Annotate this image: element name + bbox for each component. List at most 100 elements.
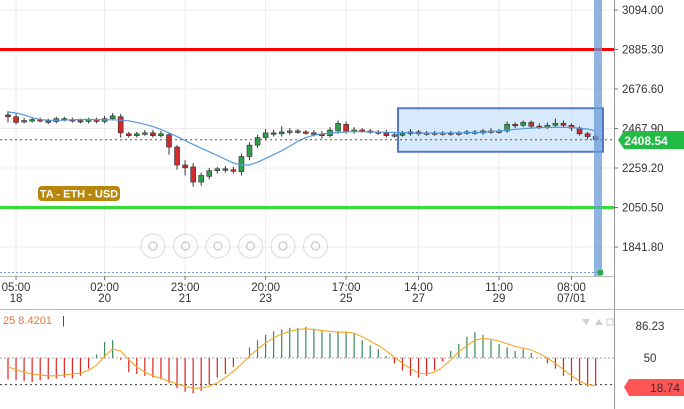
time-tick-label: 11:00 bbox=[485, 282, 513, 294]
candle-body bbox=[246, 144, 253, 157]
toolbar-glyph[interactable] bbox=[180, 241, 191, 251]
maximize-pane-icon[interactable] bbox=[606, 318, 614, 326]
oscillator-pane-controls[interactable] bbox=[582, 318, 614, 326]
candle-body bbox=[109, 115, 116, 119]
oscillator-plot-area[interactable] bbox=[0, 310, 614, 409]
time-tick-label: 17:00 bbox=[332, 282, 361, 294]
candle-body bbox=[125, 133, 132, 136]
candle-body bbox=[13, 116, 19, 123]
oscillator-signal-line bbox=[7, 328, 596, 389]
candle-body bbox=[584, 133, 591, 137]
oscillator-header-cursor: | bbox=[62, 315, 65, 327]
candle bbox=[335, 120, 341, 134]
toolbar-glyph[interactable] bbox=[245, 241, 256, 251]
oscillator-grid bbox=[0, 357, 614, 386]
collapse-pane-icon[interactable] bbox=[582, 319, 590, 325]
candle-body bbox=[158, 133, 164, 136]
candle-body bbox=[399, 133, 406, 136]
toolbar-glyph[interactable] bbox=[148, 241, 158, 251]
toolbar-button-circle[interactable] bbox=[140, 233, 166, 259]
candle bbox=[206, 167, 213, 180]
toolbar-glyph[interactable] bbox=[213, 241, 223, 251]
time-tick-label: 08:00 bbox=[557, 282, 586, 294]
restore-pane-icon[interactable] bbox=[595, 319, 603, 325]
candle bbox=[520, 120, 527, 128]
candle-body bbox=[560, 123, 567, 126]
time-tick-label: 14:00 bbox=[404, 282, 433, 294]
candle-body bbox=[504, 124, 510, 132]
zoom-out-icon[interactable] bbox=[140, 233, 166, 259]
candle-body bbox=[5, 114, 11, 118]
candle-body bbox=[294, 130, 301, 133]
price-channel bbox=[397, 107, 604, 153]
candle-body bbox=[552, 123, 559, 126]
candle bbox=[303, 129, 309, 135]
time-tick-label: 20:00 bbox=[251, 282, 280, 294]
candle bbox=[294, 129, 301, 134]
chart-navigation-toolbar[interactable] bbox=[140, 233, 328, 259]
toolbar-button-circle[interactable] bbox=[303, 233, 328, 259]
candle bbox=[5, 111, 11, 123]
candle bbox=[214, 166, 221, 174]
candle bbox=[504, 121, 510, 133]
candle bbox=[286, 128, 293, 135]
oscillator-axis-ticks: 86.23 50 bbox=[636, 321, 665, 365]
candle bbox=[125, 131, 132, 138]
candle bbox=[512, 122, 518, 129]
toolbar-button-circle[interactable] bbox=[205, 233, 231, 259]
price-tick-label: 2259.20 bbox=[622, 163, 664, 175]
reset-icon[interactable] bbox=[270, 233, 296, 259]
candle-body bbox=[77, 120, 84, 123]
pan-right-icon[interactable] bbox=[205, 233, 231, 259]
date-tick-label: 25 bbox=[340, 293, 353, 305]
candle-body bbox=[528, 122, 535, 127]
candle bbox=[262, 129, 269, 141]
toolbar-glyph[interactable] bbox=[310, 241, 321, 251]
date-tick-label: 07/01 bbox=[557, 293, 586, 305]
candle-body bbox=[174, 146, 180, 166]
pan-left-icon[interactable] bbox=[173, 233, 198, 259]
candle-body bbox=[29, 119, 35, 122]
candle-body bbox=[254, 137, 261, 146]
time-tick-label: 23:00 bbox=[171, 282, 200, 294]
price-tick-label: 2050.50 bbox=[622, 203, 664, 215]
candle-body bbox=[222, 168, 229, 171]
date-tick-label: 18 bbox=[10, 293, 23, 305]
candle-body bbox=[182, 164, 188, 169]
toolbar-button-circle[interactable] bbox=[238, 233, 263, 259]
candle-body bbox=[391, 134, 398, 137]
toolbar-button-circle[interactable] bbox=[270, 233, 296, 259]
candle-body bbox=[343, 124, 349, 132]
price-tick-label: 3094.00 bbox=[622, 5, 664, 17]
time-axis-area[interactable] bbox=[0, 276, 614, 310]
symbol-label: TA - ETH - USD bbox=[40, 189, 118, 201]
zoom-in-icon[interactable] bbox=[238, 233, 263, 259]
oscillator-value-badge: 18.74 bbox=[624, 379, 684, 396]
oscillator-tick-label: 50 bbox=[644, 353, 657, 365]
candle-body bbox=[262, 132, 269, 138]
date-tick-label: 21 bbox=[179, 293, 192, 305]
candle-body bbox=[117, 116, 124, 134]
candle bbox=[552, 118, 559, 128]
candle bbox=[584, 131, 591, 140]
scroll-right-icon[interactable] bbox=[303, 233, 328, 259]
candle bbox=[134, 131, 140, 138]
time-tick-label: 05:00 bbox=[2, 282, 31, 294]
current-price-badge: 2408.54 bbox=[618, 131, 684, 149]
toolbar-button-circle[interactable] bbox=[173, 233, 198, 259]
oscillator-histogram bbox=[7, 326, 597, 394]
crosshair-marker bbox=[598, 270, 603, 275]
time-tick-label: 02:00 bbox=[90, 282, 119, 294]
toolbar-glyph[interactable] bbox=[278, 241, 288, 251]
candle-body bbox=[278, 131, 285, 135]
candle bbox=[117, 113, 124, 138]
candle-body bbox=[230, 169, 237, 172]
candle bbox=[174, 145, 180, 170]
candle bbox=[13, 113, 19, 125]
candle-body bbox=[576, 127, 583, 135]
candle-body bbox=[303, 131, 309, 134]
candle-body bbox=[166, 134, 172, 148]
candle bbox=[190, 163, 196, 187]
